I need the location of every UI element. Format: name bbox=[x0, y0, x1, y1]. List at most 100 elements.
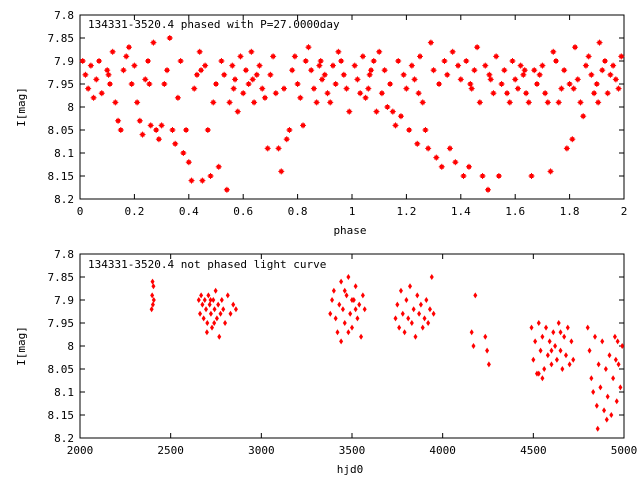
bottom-data-point bbox=[540, 333, 545, 340]
top-data-point bbox=[351, 62, 358, 69]
top-data-point bbox=[115, 117, 122, 124]
bottom-data-point bbox=[542, 366, 547, 372]
bottom-data-point bbox=[427, 306, 432, 313]
top-data-point bbox=[242, 67, 249, 74]
bottom-data-point bbox=[614, 398, 619, 405]
top-data-point bbox=[106, 81, 113, 87]
top-x-axis-label: phase bbox=[333, 224, 366, 237]
top-data-point bbox=[213, 81, 219, 87]
bottom-axis-ticks: 2000 2500 3000 3500 4000 4500 5000 7.8 7.85 7.9 7.… bbox=[48, 248, 638, 457]
top-data-point bbox=[183, 127, 190, 133]
bottom-data-point bbox=[151, 297, 156, 303]
bottom-data-point bbox=[551, 329, 556, 336]
top-data-point bbox=[139, 131, 146, 138]
top-data-point bbox=[136, 117, 143, 124]
top-data-point bbox=[467, 81, 474, 87]
bottom-data-point bbox=[611, 375, 616, 382]
bottom-data-point bbox=[393, 315, 398, 322]
top-data-point bbox=[479, 173, 486, 179]
bottom-data-point bbox=[201, 315, 206, 322]
top-data-point bbox=[82, 71, 89, 78]
bottom-data-point bbox=[415, 292, 420, 299]
top-data-point bbox=[155, 136, 162, 143]
top-data-point bbox=[509, 58, 516, 64]
top-data-point bbox=[128, 81, 135, 87]
top-data-point bbox=[501, 67, 508, 74]
top-data-point bbox=[506, 99, 513, 106]
top-data-point bbox=[486, 71, 493, 78]
top-data-point bbox=[460, 173, 467, 179]
top-x-tick-label: 1.6 bbox=[505, 205, 525, 218]
top-data-point bbox=[582, 62, 589, 69]
top-data-point bbox=[204, 127, 211, 133]
bottom-data-point bbox=[426, 320, 431, 326]
top-data-point bbox=[607, 71, 614, 78]
top-data-point bbox=[256, 62, 263, 69]
bottom-y-tick-label: 7.8 bbox=[54, 248, 74, 261]
top-data-point bbox=[234, 108, 241, 115]
top-data-point bbox=[357, 90, 364, 97]
top-y-tick-label: 8 bbox=[67, 101, 74, 114]
top-x-tick-label: 2 bbox=[621, 205, 628, 218]
bottom-data-point bbox=[562, 333, 567, 340]
top-data-point bbox=[417, 53, 423, 60]
top-data-point bbox=[580, 113, 587, 120]
bottom-data-point bbox=[594, 402, 599, 409]
bottom-data-point bbox=[198, 310, 203, 317]
top-data-point bbox=[359, 53, 366, 60]
bottom-data-point bbox=[199, 292, 204, 299]
top-data-point bbox=[223, 186, 230, 193]
bottom-data-point bbox=[600, 338, 605, 345]
top-data-point bbox=[370, 58, 377, 64]
top-data-point bbox=[452, 159, 459, 166]
bottom-data-point bbox=[206, 292, 211, 299]
bottom-data-point bbox=[554, 356, 559, 363]
top-data-point bbox=[158, 122, 165, 129]
bottom-x-tick-label: 4500 bbox=[520, 444, 547, 457]
top-data-point bbox=[340, 71, 347, 78]
bottom-data-point bbox=[359, 333, 364, 340]
top-data-point bbox=[313, 99, 320, 106]
top-x-tick-label: 1.4 bbox=[451, 205, 471, 218]
top-data-point bbox=[521, 67, 528, 74]
top-data-point bbox=[207, 173, 214, 179]
top-data-point bbox=[316, 62, 323, 69]
top-data-point bbox=[166, 35, 173, 41]
top-data-point bbox=[563, 145, 570, 152]
top-data-point bbox=[120, 67, 127, 74]
top-data-point bbox=[601, 58, 608, 64]
bottom-data-point bbox=[616, 361, 621, 368]
bottom-data-point bbox=[591, 389, 596, 395]
bottom-data-point bbox=[397, 324, 402, 331]
bottom-data-point bbox=[483, 333, 488, 340]
top-data-point bbox=[419, 99, 426, 106]
top-data-point bbox=[245, 81, 252, 87]
top-data-point bbox=[310, 85, 317, 92]
bottom-data-point bbox=[348, 310, 353, 317]
top-data-point bbox=[395, 58, 402, 64]
top-data-point bbox=[332, 81, 339, 87]
bottom-data-point bbox=[549, 347, 554, 354]
bottom-data-point bbox=[150, 278, 155, 285]
top-data-point bbox=[495, 173, 502, 179]
bottom-y-tick-label: 7.95 bbox=[48, 317, 75, 330]
top-y-tick-label: 8.2 bbox=[54, 193, 74, 206]
top-data-point bbox=[308, 67, 315, 74]
bottom-data-point bbox=[558, 347, 563, 354]
top-data-point bbox=[525, 99, 532, 106]
top-y-tick-label: 8.15 bbox=[48, 170, 75, 183]
top-data-point bbox=[294, 81, 301, 87]
top-data-point bbox=[384, 104, 391, 110]
bottom-data-point bbox=[417, 310, 422, 317]
bottom-data-point bbox=[553, 343, 558, 349]
top-x-tick-label: 0.6 bbox=[233, 205, 253, 218]
bottom-data-point bbox=[569, 338, 574, 345]
bottom-data-point bbox=[149, 306, 154, 313]
top-data-point bbox=[278, 168, 285, 175]
bottom-data-point bbox=[355, 315, 360, 322]
bottom-data-point bbox=[342, 287, 347, 294]
bottom-data-point bbox=[350, 297, 354, 303]
bottom-data-point bbox=[409, 320, 414, 326]
top-data-point bbox=[531, 67, 538, 74]
